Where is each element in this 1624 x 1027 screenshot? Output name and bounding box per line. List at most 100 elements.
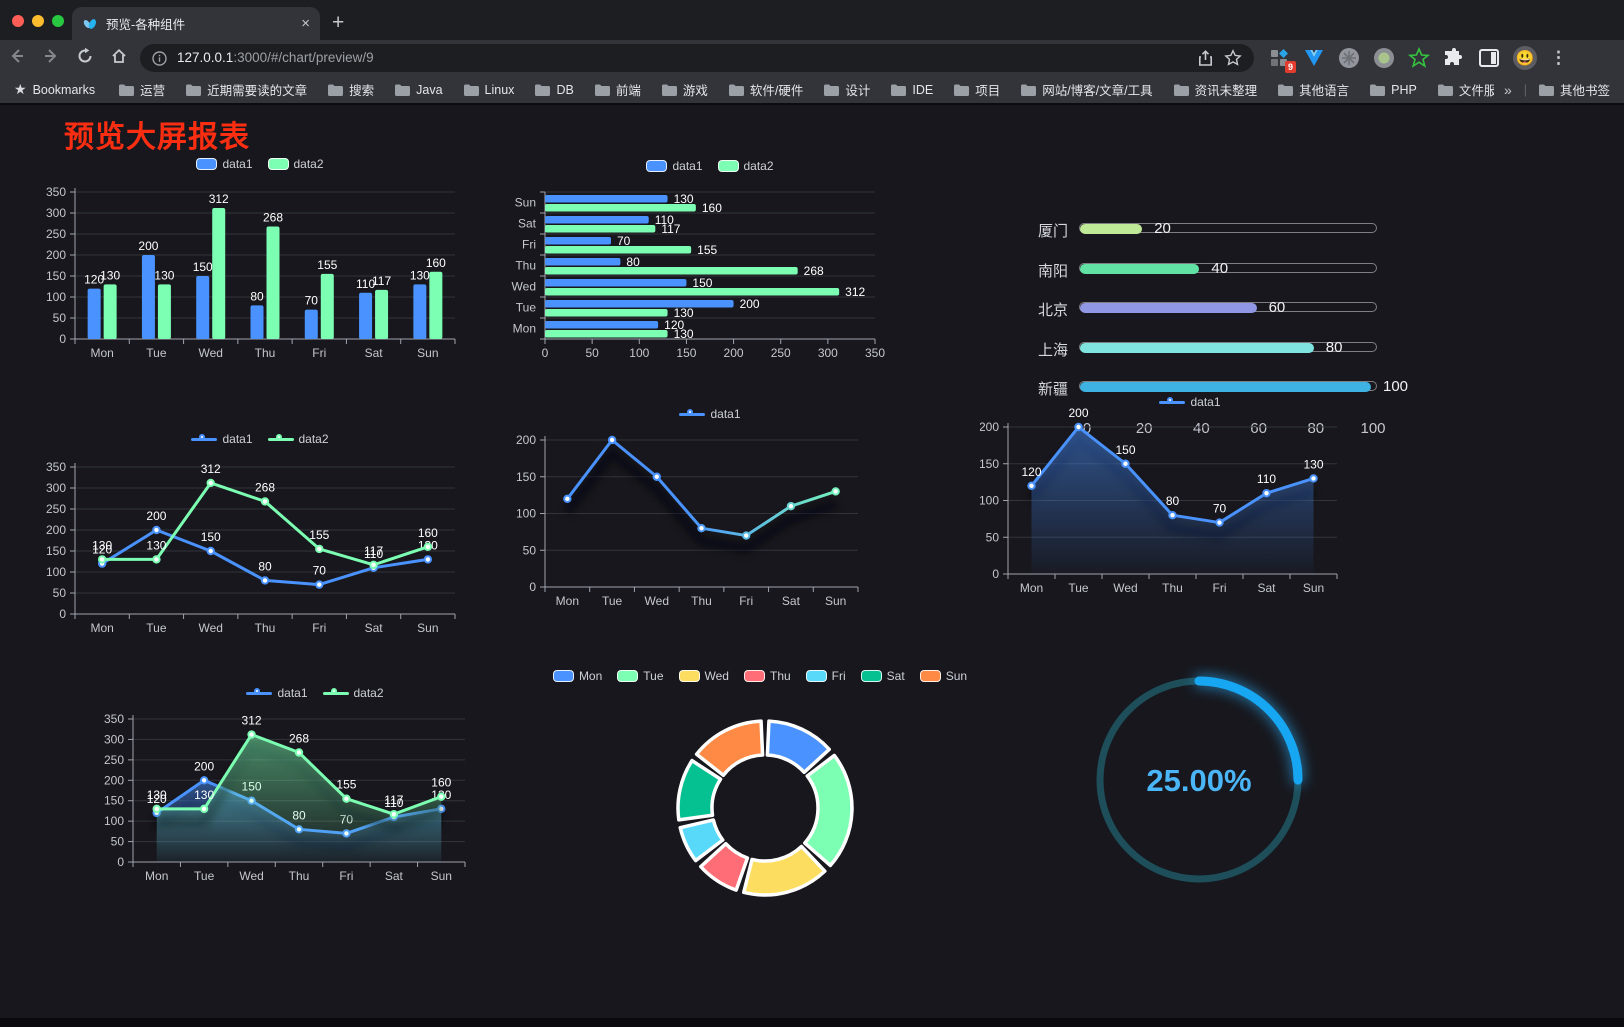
bookmark-star-icon[interactable]: [1224, 49, 1242, 67]
close-window-button[interactable]: [12, 15, 24, 27]
forward-button[interactable]: [34, 47, 68, 70]
bookmark-item[interactable]: Java: [395, 83, 443, 97]
other-bookmarks[interactable]: 其他书签: [1538, 80, 1610, 99]
legend-line-icon: [191, 434, 218, 445]
browser-tab[interactable]: 预览-各种组件 ×: [72, 7, 320, 40]
svg-text:Sat: Sat: [365, 621, 384, 635]
extension-recorder-icon[interactable]: [1373, 47, 1395, 69]
legend-item[interactable]: Sun: [919, 669, 967, 683]
legend-item[interactable]: data2: [267, 157, 324, 171]
chart-legend[interactable]: data1 data2: [100, 686, 530, 700]
chart-legend[interactable]: Mon Tue Wed Thu Fri Sat Sun: [540, 669, 980, 683]
chart-legend[interactable]: data1 data2: [500, 159, 920, 173]
legend-item[interactable]: data2: [322, 686, 384, 700]
svg-text:Wed: Wed: [239, 869, 263, 883]
bookmark-item[interactable]: 搜索: [328, 80, 374, 99]
legend-item[interactable]: data1: [1159, 395, 1221, 409]
chart-legend[interactable]: data1 data2: [40, 157, 480, 171]
back-button[interactable]: [0, 47, 34, 70]
minimize-window-button[interactable]: [32, 15, 44, 27]
legend-item[interactable]: data1: [196, 157, 253, 171]
svg-text:Wed: Wed: [198, 346, 222, 360]
legend-item[interactable]: data2: [267, 432, 329, 446]
bookmarks-title[interactable]: Bookmarks: [32, 82, 96, 97]
pie-segment[interactable]: [676, 758, 723, 822]
chart-legend[interactable]: data1: [500, 407, 920, 421]
bookmark-item[interactable]: Linux: [463, 83, 514, 97]
sidebar-toggle-icon[interactable]: [1478, 47, 1500, 69]
pie-segment[interactable]: [765, 719, 832, 775]
svg-text:Mon: Mon: [145, 869, 168, 883]
bookmark-item[interactable]: 近期需要读的文章: [186, 80, 307, 99]
url-bar[interactable]: 127.0.0.1:3000/#/chart/preview/9: [140, 44, 1254, 72]
bookmark-item[interactable]: 项目: [954, 80, 1000, 99]
bookmark-item[interactable]: 资讯未整理: [1173, 80, 1257, 99]
svg-text:Fri: Fri: [739, 594, 753, 608]
bookmark-item[interactable]: 前端: [594, 80, 641, 99]
pie-segment[interactable]: [694, 719, 765, 777]
bookmark-item[interactable]: 设计: [824, 80, 870, 99]
gauge-value: 25.00%: [1146, 763, 1251, 798]
legend-item[interactable]: data2: [717, 159, 774, 173]
pie-segment[interactable]: [803, 753, 854, 868]
svg-text:50: 50: [523, 543, 537, 557]
bookmark-item[interactable]: 软件/硬件: [728, 80, 803, 99]
legend-item[interactable]: data1: [679, 407, 741, 421]
chart-legend[interactable]: data1: [980, 395, 1400, 409]
svg-text:Sun: Sun: [431, 869, 452, 883]
svg-text:100: 100: [46, 565, 66, 579]
extension-grid-icon[interactable]: 9: [1268, 47, 1296, 73]
chart-legend[interactable]: data1 data2: [40, 432, 480, 446]
tab-close-icon[interactable]: ×: [301, 15, 310, 32]
svg-text:50: 50: [585, 346, 599, 360]
extension-disabled-icon[interactable]: [1338, 47, 1360, 69]
legend-item[interactable]: Mon: [552, 669, 603, 683]
bookmarks-star-icon[interactable]: ★: [14, 81, 27, 97]
legend-item[interactable]: Tue: [617, 669, 664, 683]
extensions-puzzle-icon[interactable]: [1443, 47, 1465, 69]
progress-fill: [1080, 224, 1143, 234]
new-tab-button[interactable]: +: [332, 11, 345, 34]
bookmark-item[interactable]: 其他语言: [1278, 80, 1349, 99]
extension-vue-devtools-icon[interactable]: [1303, 47, 1325, 69]
legend-label: data2: [293, 157, 324, 171]
legend-label: Mon: [578, 669, 603, 683]
menu-icon[interactable]: ⋮: [1550, 48, 1567, 67]
reload-button[interactable]: [68, 47, 102, 70]
svg-text:300: 300: [46, 481, 66, 495]
pie-segment[interactable]: [741, 844, 827, 897]
legend-item[interactable]: data1: [646, 159, 703, 173]
bookmark-item[interactable]: IDE: [891, 83, 933, 97]
svg-text:80: 80: [626, 255, 640, 269]
legend-item[interactable]: Sat: [860, 669, 905, 683]
legend-item[interactable]: Fri: [805, 669, 846, 683]
legend-item[interactable]: data1: [246, 686, 308, 700]
chart-line-two-series: data1 data2 0 50 100 150 200 250 300 350 Mon Tue Wed…: [40, 422, 480, 647]
legend-label: data1: [710, 407, 741, 421]
browser-toolbar: 127.0.0.1:3000/#/chart/preview/9 9: [0, 40, 1624, 76]
svg-text:120: 120: [92, 543, 112, 557]
bookmark-item[interactable]: DB: [535, 83, 574, 97]
legend-swatch-icon: [717, 160, 739, 172]
legend-item[interactable]: Wed: [678, 669, 729, 683]
progress-fill: [1080, 342, 1314, 353]
legend-line-icon: [1159, 397, 1186, 408]
svg-text:70: 70: [313, 564, 327, 578]
legend-item[interactable]: Thu: [743, 669, 791, 683]
site-info-icon[interactable]: [152, 50, 167, 66]
share-icon[interactable]: [1197, 49, 1214, 67]
home-button[interactable]: [102, 47, 136, 70]
pie-segment[interactable]: [678, 818, 725, 863]
bookmark-item[interactable]: 运营: [119, 80, 165, 99]
bookmark-item[interactable]: 游戏: [661, 80, 708, 99]
bookmark-item[interactable]: 网站/博客/文章/工具: [1021, 80, 1153, 99]
profile-avatar[interactable]: 😃: [1513, 46, 1537, 70]
zoom-window-button[interactable]: [52, 15, 64, 27]
pie-segment[interactable]: [698, 841, 750, 892]
bookmark-item[interactable]: PHP: [1370, 83, 1417, 97]
bookmarks-overflow-chevron[interactable]: »: [1503, 81, 1512, 98]
bookmark-item[interactable]: 文件服务器: [1437, 80, 1494, 99]
extension-star-icon[interactable]: [1408, 47, 1430, 69]
legend-item[interactable]: data1: [191, 432, 253, 446]
svg-text:160: 160: [702, 201, 722, 215]
